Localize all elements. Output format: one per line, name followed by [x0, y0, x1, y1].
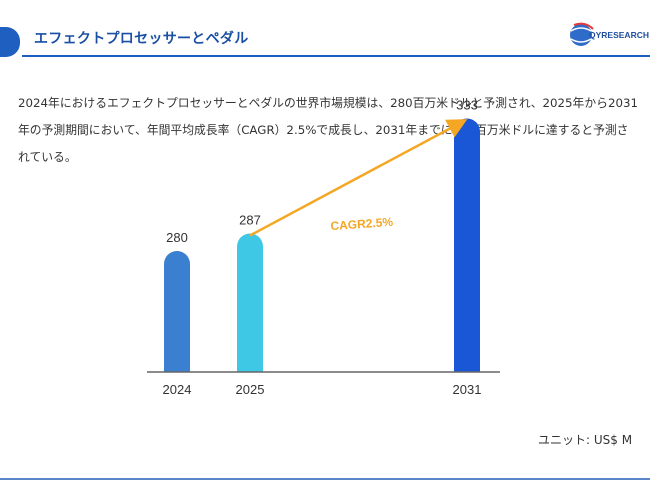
value-label-2024: 280 [166, 230, 188, 245]
logo-text: QYRESEARCH [589, 30, 649, 40]
bar-2024 [164, 251, 190, 372]
globe-icon [570, 22, 594, 46]
value-label-2031: 333 [456, 98, 478, 113]
x-tick-label-2031: 2031 [453, 382, 482, 397]
bar-2031 [454, 118, 480, 373]
header-accent-tab [0, 27, 20, 57]
page-title: エフェクトプロセッサーとペダル [34, 31, 249, 47]
cagr-annotation: CAGR2.5% [330, 215, 394, 233]
x-tick-label-2024: 2024 [163, 382, 192, 397]
x-tick-label-2025: 2025 [236, 382, 265, 397]
header-divider [22, 55, 650, 57]
value-label-2025: 287 [239, 213, 261, 228]
unit-label: ユニット: US$ M [538, 433, 633, 447]
footer-divider [0, 478, 650, 480]
bar-2025 [237, 233, 263, 372]
qyresearch-logo: QYRESEARCH [567, 17, 649, 53]
report-header: エフェクトプロセッサーとペダル QYRESEARCH [0, 0, 650, 74]
cagr-arrow [249, 119, 468, 237]
